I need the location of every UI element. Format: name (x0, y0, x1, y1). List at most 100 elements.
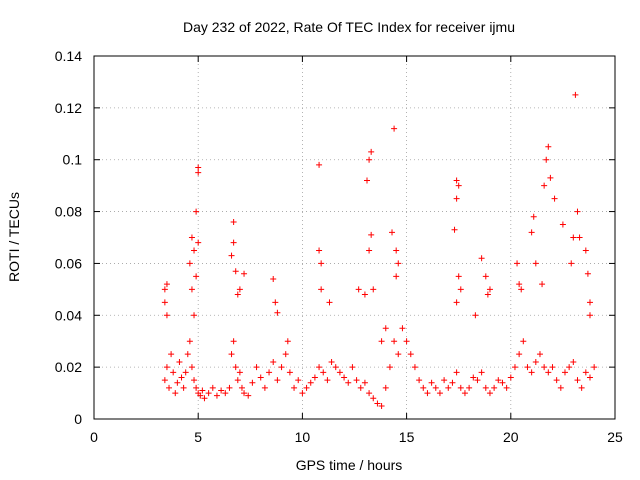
data-point (361, 379, 368, 386)
data-point (586, 374, 593, 381)
data-point (420, 384, 427, 391)
data-point (528, 369, 535, 376)
data-point (186, 260, 193, 267)
data-point (188, 364, 195, 371)
data-point (399, 325, 406, 332)
data-point (270, 275, 277, 282)
data-point (370, 286, 377, 293)
data-point (478, 255, 485, 262)
grid-lines (94, 56, 615, 419)
data-point (182, 369, 189, 376)
data-point (416, 377, 423, 384)
data-point (368, 148, 375, 155)
data-point (499, 379, 506, 386)
data-point (457, 384, 464, 391)
data-point (503, 384, 510, 391)
data-point (349, 364, 356, 371)
x-tick-label: 15 (399, 429, 415, 445)
data-point (543, 156, 550, 163)
data-point (557, 384, 564, 391)
data-point (457, 286, 464, 293)
data-point (336, 369, 343, 376)
data-point (530, 213, 537, 220)
data-point (474, 377, 481, 384)
data-point (241, 390, 248, 397)
data-point (180, 384, 187, 391)
data-point (226, 384, 233, 391)
data-point (453, 177, 460, 184)
data-point (272, 299, 279, 306)
data-point (188, 286, 195, 293)
y-tick-label: 0.02 (55, 359, 82, 375)
data-point (453, 195, 460, 202)
data-point (341, 374, 348, 381)
data-point (528, 229, 535, 236)
data-point (316, 161, 323, 168)
data-point (584, 270, 591, 277)
data-point (586, 299, 593, 306)
x-axis-ticks: 0 5 10 15 20 25 (90, 56, 623, 445)
data-point (424, 390, 431, 397)
data-point (391, 338, 398, 345)
data-point (391, 125, 398, 132)
data-point (328, 358, 335, 365)
data-point (163, 312, 170, 319)
data-point (197, 392, 204, 399)
data-point (245, 392, 252, 399)
data-point (453, 299, 460, 306)
data-point (230, 218, 237, 225)
data-point (286, 369, 293, 376)
data-point (455, 182, 462, 189)
data-point (366, 247, 373, 254)
data-point (316, 247, 323, 254)
data-point (545, 143, 552, 150)
data-point (516, 351, 523, 358)
data-point (389, 229, 396, 236)
data-point (586, 312, 593, 319)
data-point (163, 364, 170, 371)
data-point (230, 338, 237, 345)
data-point (161, 377, 168, 384)
data-point (295, 377, 302, 384)
y-tick-label: 0.06 (55, 255, 82, 271)
data-point (163, 281, 170, 288)
data-point (378, 338, 385, 345)
data-point (432, 384, 439, 391)
data-point (193, 273, 200, 280)
data-point (316, 364, 323, 371)
data-point (393, 247, 400, 254)
data-point (445, 384, 452, 391)
data-point (482, 273, 489, 280)
data-point (591, 364, 598, 371)
data-point (486, 390, 493, 397)
data-point (539, 281, 546, 288)
data-point (318, 260, 325, 267)
y-axis-label: ROTI / TECUs (6, 192, 22, 282)
data-point (191, 247, 198, 254)
data-point (436, 390, 443, 397)
x-tick-label: 25 (607, 429, 623, 445)
data-point (547, 174, 554, 181)
data-point (172, 390, 179, 397)
x-tick-label: 20 (503, 429, 519, 445)
data-point (161, 286, 168, 293)
y-tick-label: 0.08 (55, 204, 82, 220)
y-tick-label: 0.12 (55, 100, 82, 116)
data-point (274, 309, 281, 316)
data-point (303, 384, 310, 391)
data-point (361, 291, 368, 298)
data-point (261, 384, 268, 391)
data-point (576, 234, 583, 241)
data-point (472, 312, 479, 319)
data-point (478, 369, 485, 376)
data-point (532, 358, 539, 365)
data-point (213, 392, 220, 399)
data-point (411, 364, 418, 371)
data-point (320, 369, 327, 376)
x-tick-label: 5 (194, 429, 202, 445)
data-point (193, 208, 200, 215)
data-point (161, 299, 168, 306)
data-point (176, 358, 183, 365)
data-point (566, 364, 573, 371)
